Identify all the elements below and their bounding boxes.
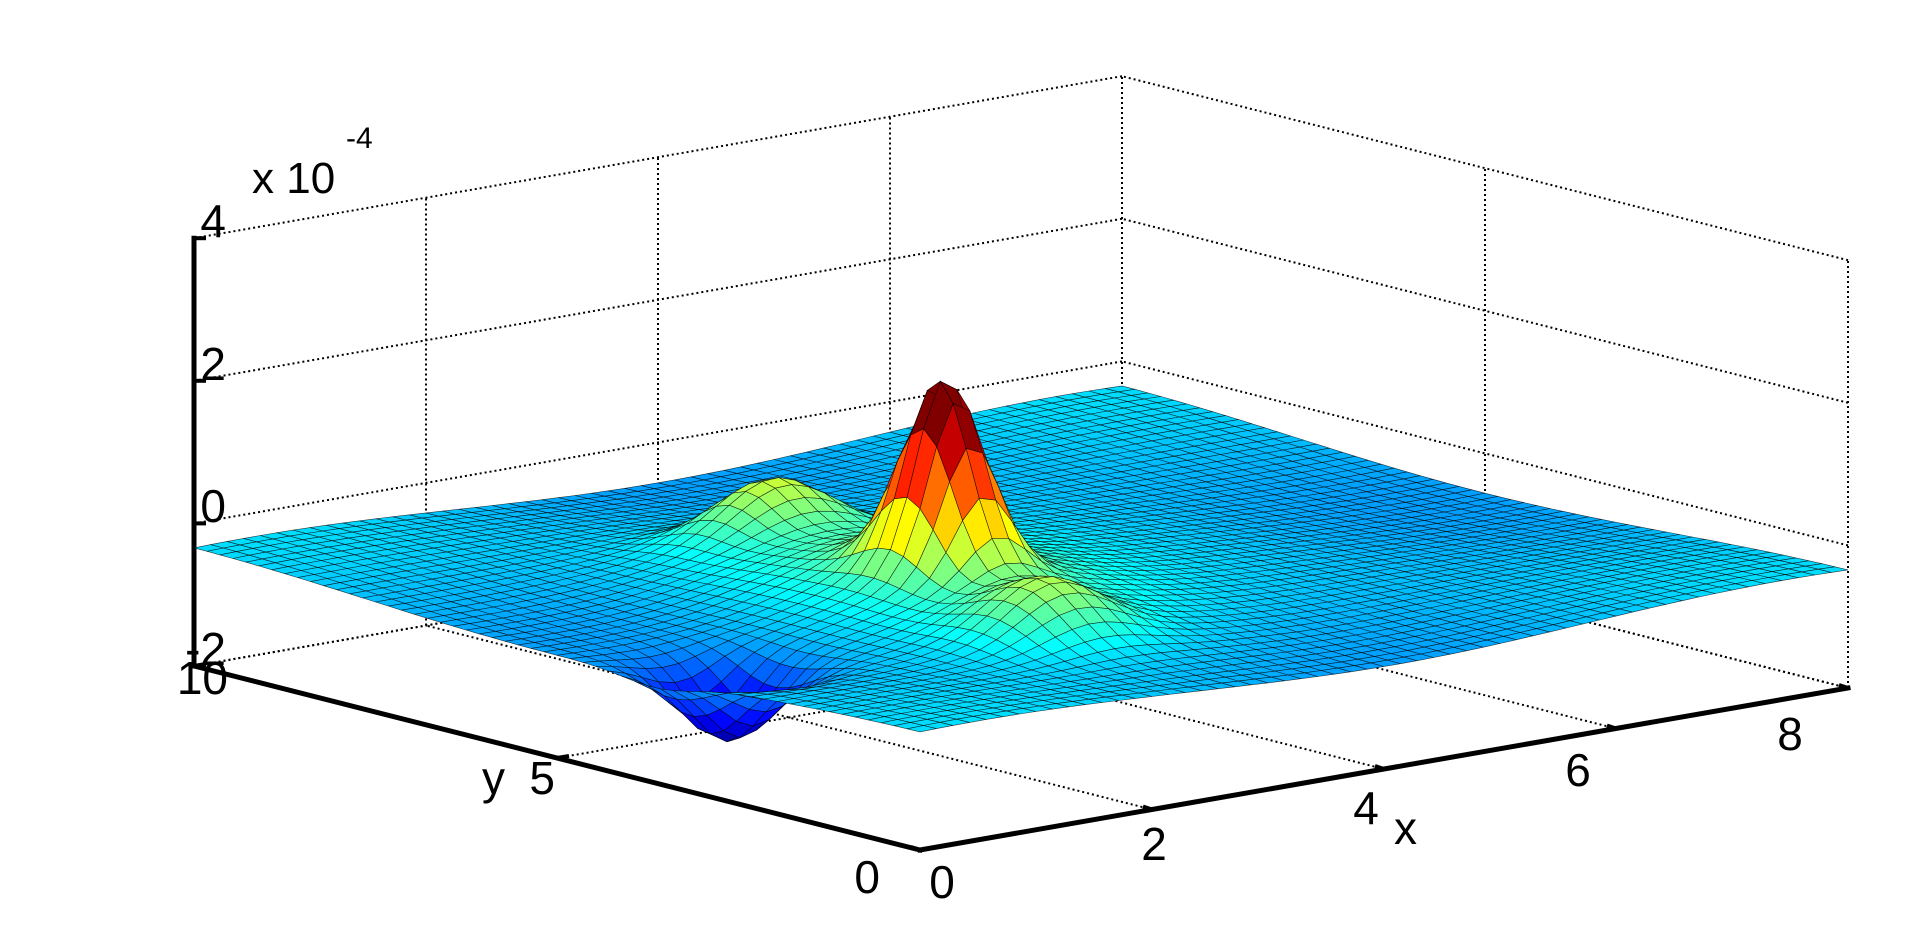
- z-tick-label: -2: [185, 623, 226, 675]
- z-axis-ticks: -2 0 2 4: [185, 195, 226, 675]
- x-tick-label: 8: [1777, 708, 1803, 760]
- x-axis-title: x: [1394, 802, 1417, 854]
- x-tick: [1838, 683, 1849, 690]
- y-tick-label: 0: [854, 851, 880, 903]
- x-tick-label: 6: [1565, 744, 1591, 796]
- x-tick: [910, 845, 921, 852]
- z-multiplier-label: x 10 -4: [252, 122, 373, 203]
- back-wall-grid-line: [193, 360, 1123, 525]
- x-tick: [1142, 804, 1153, 812]
- z-multiplier-exponent: -4: [346, 122, 373, 155]
- x-tick-label: 4: [1353, 782, 1379, 834]
- y-tick-label: 5: [529, 752, 555, 804]
- y-tick: [919, 846, 933, 852]
- back-wall-grid-line: [193, 217, 1123, 382]
- x-tick: [1606, 723, 1617, 731]
- x-axis-ticks: 0 2 4 6 8: [929, 708, 1803, 908]
- y-tick-label: 10: [177, 652, 228, 704]
- z-tick-label: 4: [200, 195, 226, 247]
- y-axis-ticks: 0 5 10: [177, 652, 880, 903]
- z-tick-label: 2: [200, 338, 226, 390]
- z-tick-label: 0: [200, 480, 226, 532]
- x-tick: [1374, 764, 1385, 771]
- z-multiplier-base: x 10: [252, 154, 335, 203]
- side-wall-grid-line: [1121, 75, 1849, 262]
- y-tick: [556, 754, 570, 760]
- x-tick-label: 0: [929, 856, 955, 908]
- x-tick-label: 2: [1141, 818, 1167, 870]
- surface-patch: [1818, 566, 1849, 573]
- y-axis-title: y: [482, 752, 505, 804]
- back-wall-grid-line: [193, 75, 1123, 240]
- axes-box: [190, 235, 1851, 854]
- surface-mesh: [193, 380, 1849, 743]
